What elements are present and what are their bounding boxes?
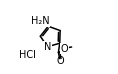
Text: HCl: HCl — [19, 50, 36, 60]
Text: H₂N: H₂N — [31, 16, 49, 26]
Text: O: O — [57, 56, 64, 66]
Text: O: O — [60, 44, 68, 54]
Text: N: N — [44, 42, 51, 52]
